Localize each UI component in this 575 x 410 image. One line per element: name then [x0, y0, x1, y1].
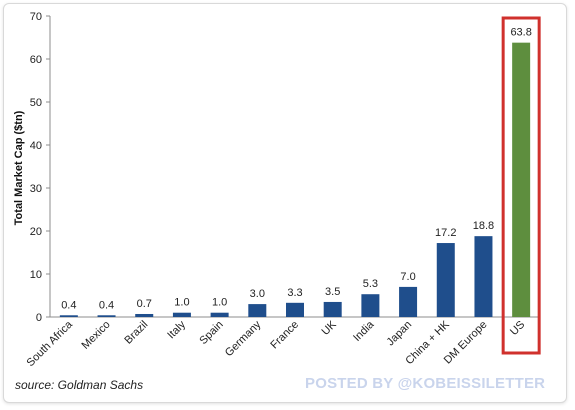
category-label: South Africa — [25, 318, 76, 369]
watermark: POSTED BY @KOBEISSILETTER — [305, 375, 546, 392]
y-tick-label: 60 — [30, 54, 42, 66]
bar-mexico — [97, 315, 116, 317]
data-label: 3.3 — [287, 287, 302, 299]
data-label: 63.8 — [510, 27, 531, 39]
category-label: Germany — [223, 318, 264, 359]
data-label: 1.0 — [212, 297, 227, 309]
y-tick-label: 20 — [30, 226, 42, 238]
category-label: India — [351, 318, 377, 344]
chart-frame — [3, 3, 567, 403]
bar-japan — [399, 286, 418, 317]
bar-brazil — [135, 313, 154, 317]
bar-south-africa — [59, 315, 78, 317]
bars — [59, 42, 531, 317]
category-label: Spain — [197, 319, 225, 347]
category-label: UK — [320, 318, 340, 338]
category-label: Italy — [165, 318, 188, 341]
bar-france — [286, 302, 304, 317]
y-tick-label: 10 — [30, 269, 42, 281]
category-label: Japan — [385, 319, 415, 349]
data-label: 0.7 — [137, 298, 152, 310]
bar-india — [361, 294, 380, 317]
data-label: 17.2 — [435, 227, 456, 239]
category-labels: South Africa Mexico Brazil Italy SpainGerman… — [25, 318, 528, 369]
bar-china-hk — [436, 243, 455, 317]
data-labels: 0.4 0.4 0.7 1.0 1.0 3.0 3.3 3.5 5.3 7.0 17.2 18.8 63… — [61, 27, 532, 312]
source-note: source: Goldman Sachs — [15, 378, 144, 392]
data-label: 18.8 — [473, 220, 494, 232]
bar-uk — [323, 301, 342, 317]
category-label: France — [268, 319, 301, 352]
category-label: Brazil — [122, 319, 150, 347]
data-label: 5.3 — [363, 278, 378, 290]
bar-italy — [172, 312, 191, 317]
y-axis-label: Total Market Cap ($tn) — [13, 110, 25, 225]
y-tick-label: 40 — [30, 140, 42, 152]
bar-germany — [248, 304, 267, 317]
y-tick-label: 0 — [36, 312, 42, 324]
y-tick-label: 50 — [30, 97, 42, 109]
bar-dm-europe — [474, 236, 493, 317]
axes: 0 10 20 30 40 50 60 70 — [30, 11, 540, 324]
bar-spain — [210, 312, 229, 317]
category-label: US — [508, 319, 527, 338]
data-label: 3.5 — [325, 286, 340, 298]
category-label: Mexico — [80, 319, 113, 352]
bar-us — [512, 42, 531, 317]
highlight-box — [501, 16, 541, 355]
data-label: 0.4 — [61, 299, 76, 311]
data-label: 0.4 — [99, 299, 114, 311]
data-label: 7.0 — [400, 271, 415, 283]
data-label: 3.0 — [250, 288, 265, 300]
y-tick-label: 70 — [30, 11, 42, 23]
y-tick-label: 30 — [30, 183, 42, 195]
data-label: 1.0 — [174, 297, 189, 309]
